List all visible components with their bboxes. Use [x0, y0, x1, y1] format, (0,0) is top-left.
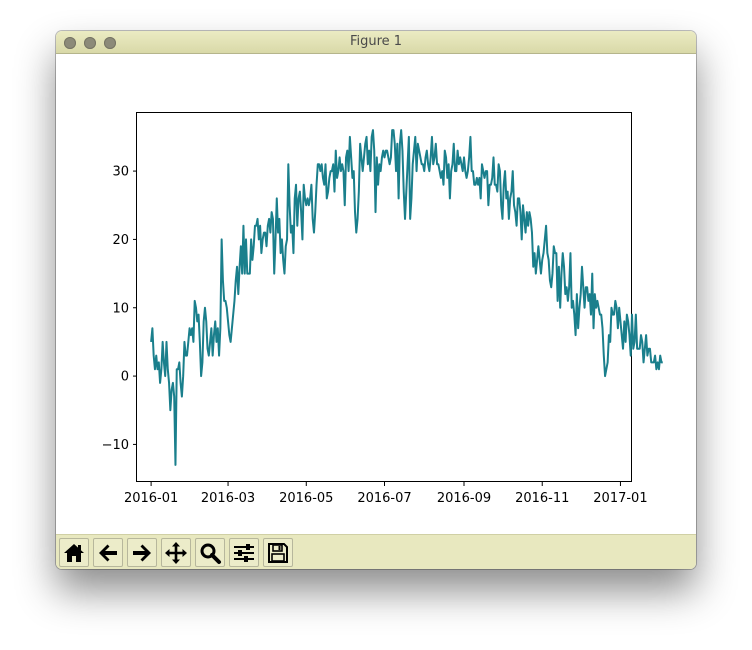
window-title: Figure 1 [349, 34, 403, 49]
plot-axes-frame [136, 112, 632, 482]
zoom-button[interactable] [195, 538, 225, 567]
sliders-icon [234, 544, 254, 562]
x-tick-label: 2016-05 [279, 491, 333, 506]
series-line [150, 129, 663, 466]
y-axis: −10 0 10 20 30 [102, 165, 137, 453]
y-tick-label: −10 [102, 438, 129, 453]
zoom-window-button[interactable] [104, 37, 116, 49]
x-tick-label: 2016-11 [515, 491, 569, 506]
navigation-toolbar [56, 534, 696, 569]
x-tick-label: 2016-01 [124, 491, 178, 506]
back-button[interactable] [93, 538, 123, 567]
pan-button[interactable] [161, 538, 191, 567]
arrow-left-icon [99, 544, 117, 562]
y-tick-label: 30 [112, 165, 129, 180]
floppy-disk-icon [268, 543, 288, 563]
title-bar[interactable]: Figure 1 [56, 31, 696, 54]
arrow-right-icon [133, 544, 151, 562]
home-icon [64, 544, 84, 562]
x-axis: 2016-01 2016-03 2016-05 2016-07 2016-09 2016-… [124, 482, 648, 506]
x-tick-label: 2017-01 [593, 491, 647, 506]
x-tick-label: 2016-03 [201, 491, 255, 506]
figure-window: Figure 1 −10 0 10 20 30 2016-01 2016-03 2016-0… [56, 31, 696, 569]
y-tick-label: 10 [112, 301, 129, 316]
minimize-window-button[interactable] [84, 37, 96, 49]
forward-button[interactable] [127, 538, 157, 567]
y-tick-label: 20 [112, 233, 129, 248]
x-tick-label: 2016-07 [357, 491, 411, 506]
x-tick-label: 2016-09 [437, 491, 491, 506]
close-window-button[interactable] [64, 37, 76, 49]
magnifier-icon [200, 543, 221, 564]
configure-subplots-button[interactable] [229, 538, 259, 567]
move-icon [165, 542, 187, 564]
home-button[interactable] [59, 538, 89, 567]
figure-canvas: −10 0 10 20 30 2016-01 2016-03 2016-05 2016-07 2… [56, 54, 696, 534]
save-button[interactable] [263, 538, 293, 567]
y-tick-label: 0 [121, 370, 129, 385]
